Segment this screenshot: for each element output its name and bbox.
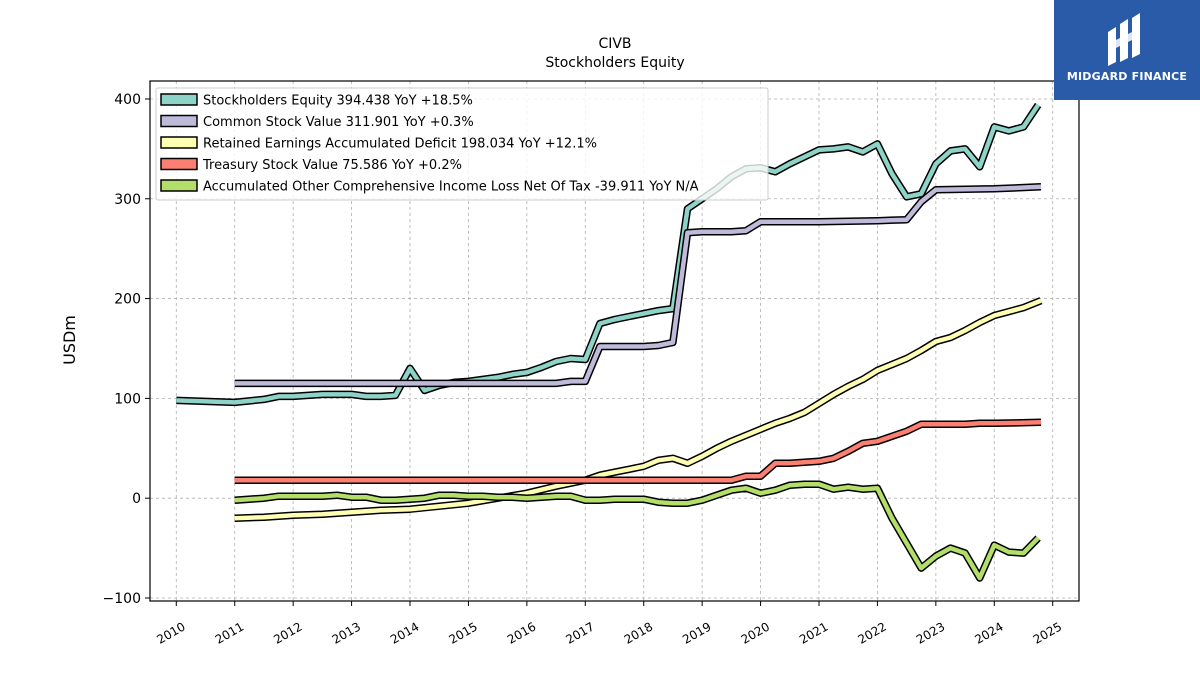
plot-frame <box>149 80 1080 602</box>
legend-swatch-1 <box>160 114 198 128</box>
legend: Stockholders Equity 394.438 YoY +18.5% Co… <box>155 87 769 201</box>
legend-swatch-2 <box>160 136 198 149</box>
legend-box <box>155 87 769 201</box>
logo-mark-icon <box>1108 13 1140 66</box>
x-tick-label: 2021 <box>797 619 830 646</box>
y-tick-label: 300 <box>114 192 141 208</box>
legend-swatch-4 <box>160 179 198 192</box>
midgard-finance-logo: MIDGARD FINANCE <box>1054 0 1200 100</box>
x-tick-label: 2017 <box>563 619 596 646</box>
legend-label-1: Common Stock Value 311.901 YoY +0.3% <box>203 115 474 130</box>
y-tick-label: 0 <box>132 491 141 507</box>
y-tick-label: −100 <box>103 591 141 607</box>
series-2-line <box>234 298 1042 521</box>
x-tick-label: 2014 <box>388 619 421 646</box>
x-tick-label: 2011 <box>213 619 246 646</box>
x-tick-label: 2010 <box>154 619 187 646</box>
series-2-outline <box>234 297 1043 522</box>
chart-title: CIVB <box>598 36 631 52</box>
legend-label-4: Accumulated Other Comprehensive Income L… <box>203 180 699 195</box>
series-0-line <box>176 103 1040 405</box>
x-tick-label: 2022 <box>855 619 888 646</box>
x-tick-label: 2013 <box>330 619 363 646</box>
x-tick-label: 2019 <box>680 619 713 646</box>
legend-label-2: Retained Earnings Accumulated Deficit 19… <box>203 137 597 152</box>
x-tick-label: 2024 <box>972 619 1005 646</box>
y-axis-label: USDm <box>60 315 79 365</box>
series-4-line <box>234 481 1040 581</box>
series-3-line <box>234 420 1042 483</box>
chart-subtitle: Stockholders Equity <box>545 55 684 71</box>
y-tick-label: 400 <box>114 92 141 108</box>
legend-label-0: Stockholders Equity 394.438 YoY +18.5% <box>203 94 473 109</box>
legend-label-3: Treasury Stock Value 75.586 YoY +0.2% <box>202 158 462 173</box>
x-tick-label: 2016 <box>505 619 538 646</box>
x-tick-label: 2020 <box>739 619 772 646</box>
x-tick-label: 2018 <box>622 619 655 646</box>
y-tick-label: 200 <box>114 292 141 308</box>
series-1-line <box>234 184 1042 386</box>
series-layer <box>176 102 1043 582</box>
x-tick-label: 2023 <box>914 619 947 646</box>
y-tick-label: 100 <box>114 391 141 407</box>
x-tick-label: 2015 <box>446 619 479 646</box>
logo-text: MIDGARD FINANCE <box>1066 70 1188 83</box>
legend-swatch-0 <box>160 93 198 106</box>
x-tick-label: 2012 <box>271 619 304 646</box>
x-tick-label: 2025 <box>1031 619 1064 646</box>
legend-swatch-3 <box>160 157 198 171</box>
series-3-outline <box>234 418 1042 484</box>
